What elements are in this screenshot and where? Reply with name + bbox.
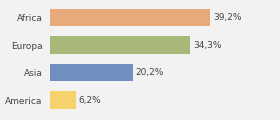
Bar [50, 9, 211, 27]
Bar [50, 64, 133, 81]
Bar [50, 91, 76, 109]
Bar [50, 36, 190, 54]
Text: 6,2%: 6,2% [78, 96, 101, 105]
Text: 34,3%: 34,3% [193, 41, 221, 50]
Text: 20,2%: 20,2% [135, 68, 164, 77]
Text: 39,2%: 39,2% [213, 13, 241, 22]
